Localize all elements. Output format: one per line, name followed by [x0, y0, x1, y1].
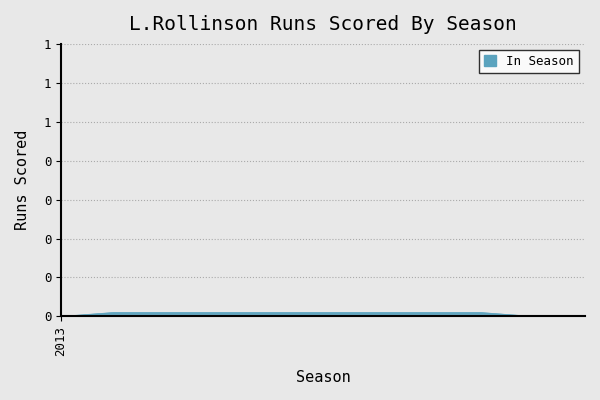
- X-axis label: Season: Season: [296, 370, 350, 385]
- Y-axis label: Runs Scored: Runs Scored: [15, 130, 30, 230]
- Legend: In Season: In Season: [479, 50, 579, 73]
- Title: L.Rollinson Runs Scored By Season: L.Rollinson Runs Scored By Season: [129, 15, 517, 34]
